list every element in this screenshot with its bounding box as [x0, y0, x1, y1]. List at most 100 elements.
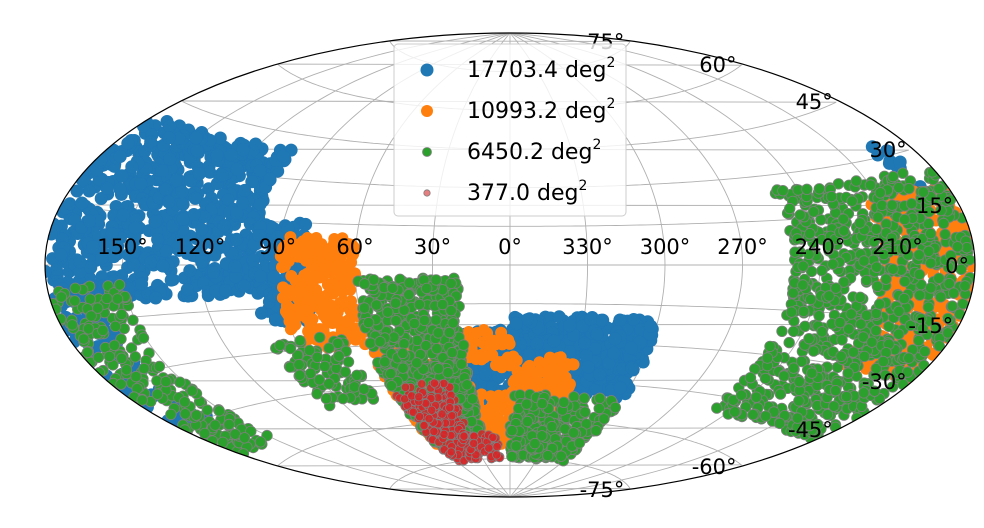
data-point — [925, 257, 937, 269]
data-point — [113, 182, 127, 196]
data-point — [813, 183, 826, 195]
data-point — [546, 420, 558, 433]
data-point — [874, 187, 887, 199]
data-point — [54, 248, 68, 262]
data-point — [348, 381, 361, 393]
data-point — [408, 317, 421, 330]
data-point — [299, 217, 313, 231]
data-point — [893, 305, 905, 318]
data-point — [843, 323, 855, 335]
data-point — [858, 255, 870, 267]
data-point — [777, 184, 789, 197]
data-point — [253, 269, 267, 283]
data-point — [351, 369, 363, 382]
data-point — [919, 345, 931, 358]
data-point — [446, 346, 458, 359]
data-point — [436, 298, 449, 311]
data-point — [807, 345, 820, 357]
data-point — [870, 325, 882, 337]
data-point — [134, 177, 148, 190]
data-point — [364, 337, 377, 349]
data-point — [897, 167, 909, 179]
data-point — [159, 182, 173, 196]
data-point — [457, 339, 470, 351]
data-point — [121, 136, 135, 150]
data-point — [529, 437, 541, 450]
data-point — [116, 208, 130, 222]
data-point — [195, 222, 209, 236]
data-point — [84, 293, 96, 305]
data-point — [903, 182, 915, 195]
data-point — [584, 312, 598, 326]
data-point — [198, 427, 211, 440]
data-point — [793, 376, 805, 388]
data-point — [876, 199, 888, 212]
data-point — [267, 270, 281, 284]
data-point — [153, 360, 166, 373]
data-point — [522, 348, 536, 362]
data-point — [151, 388, 164, 400]
data-point — [744, 372, 757, 384]
data-point — [331, 313, 344, 326]
data-point — [263, 172, 277, 186]
data-point — [221, 193, 235, 207]
data-point — [813, 310, 825, 322]
data-point — [120, 364, 133, 376]
data-point — [178, 396, 191, 408]
data-point — [209, 419, 221, 431]
data-point — [784, 202, 796, 215]
data-point — [887, 170, 899, 183]
data-point — [292, 274, 305, 287]
data-point — [103, 350, 116, 363]
data-point — [128, 244, 141, 258]
data-point — [854, 291, 866, 304]
data-point — [224, 148, 238, 162]
data-point — [215, 168, 229, 182]
data-point — [115, 352, 128, 365]
data-point — [95, 251, 109, 265]
data-point — [625, 361, 639, 375]
data-point — [92, 351, 105, 364]
data-point — [217, 219, 231, 233]
data-point — [374, 336, 386, 348]
data-point — [97, 324, 109, 337]
data-point — [442, 367, 454, 379]
data-point — [144, 135, 158, 149]
data-point — [175, 185, 189, 199]
data-point — [319, 360, 331, 373]
data-point — [590, 425, 602, 437]
data-point — [510, 440, 522, 452]
data-point — [174, 376, 186, 388]
data-point — [163, 152, 177, 166]
data-point — [797, 260, 809, 272]
data-point — [137, 332, 150, 344]
data-point — [216, 240, 230, 254]
data-point — [568, 391, 580, 403]
data-point — [254, 436, 267, 448]
data-point — [787, 287, 799, 299]
data-point — [291, 290, 304, 303]
data-point — [607, 346, 621, 360]
data-point — [186, 385, 198, 397]
data-point — [111, 293, 124, 305]
data-point — [493, 414, 506, 427]
data-point — [344, 283, 357, 296]
data-point — [230, 232, 244, 246]
data-point — [871, 261, 883, 273]
data-point — [846, 195, 858, 207]
data-point — [82, 184, 96, 198]
data-point — [192, 244, 206, 258]
data-point — [49, 262, 63, 276]
data-point — [313, 374, 326, 386]
data-point — [230, 206, 244, 220]
data-point — [866, 336, 878, 348]
data-point — [787, 325, 800, 338]
data-point — [850, 175, 863, 187]
data-point — [533, 356, 546, 369]
data-point — [871, 280, 884, 293]
data-point — [506, 425, 518, 437]
data-point — [898, 292, 910, 305]
data-point — [500, 334, 513, 347]
data-point — [860, 309, 873, 322]
data-point — [593, 402, 605, 415]
